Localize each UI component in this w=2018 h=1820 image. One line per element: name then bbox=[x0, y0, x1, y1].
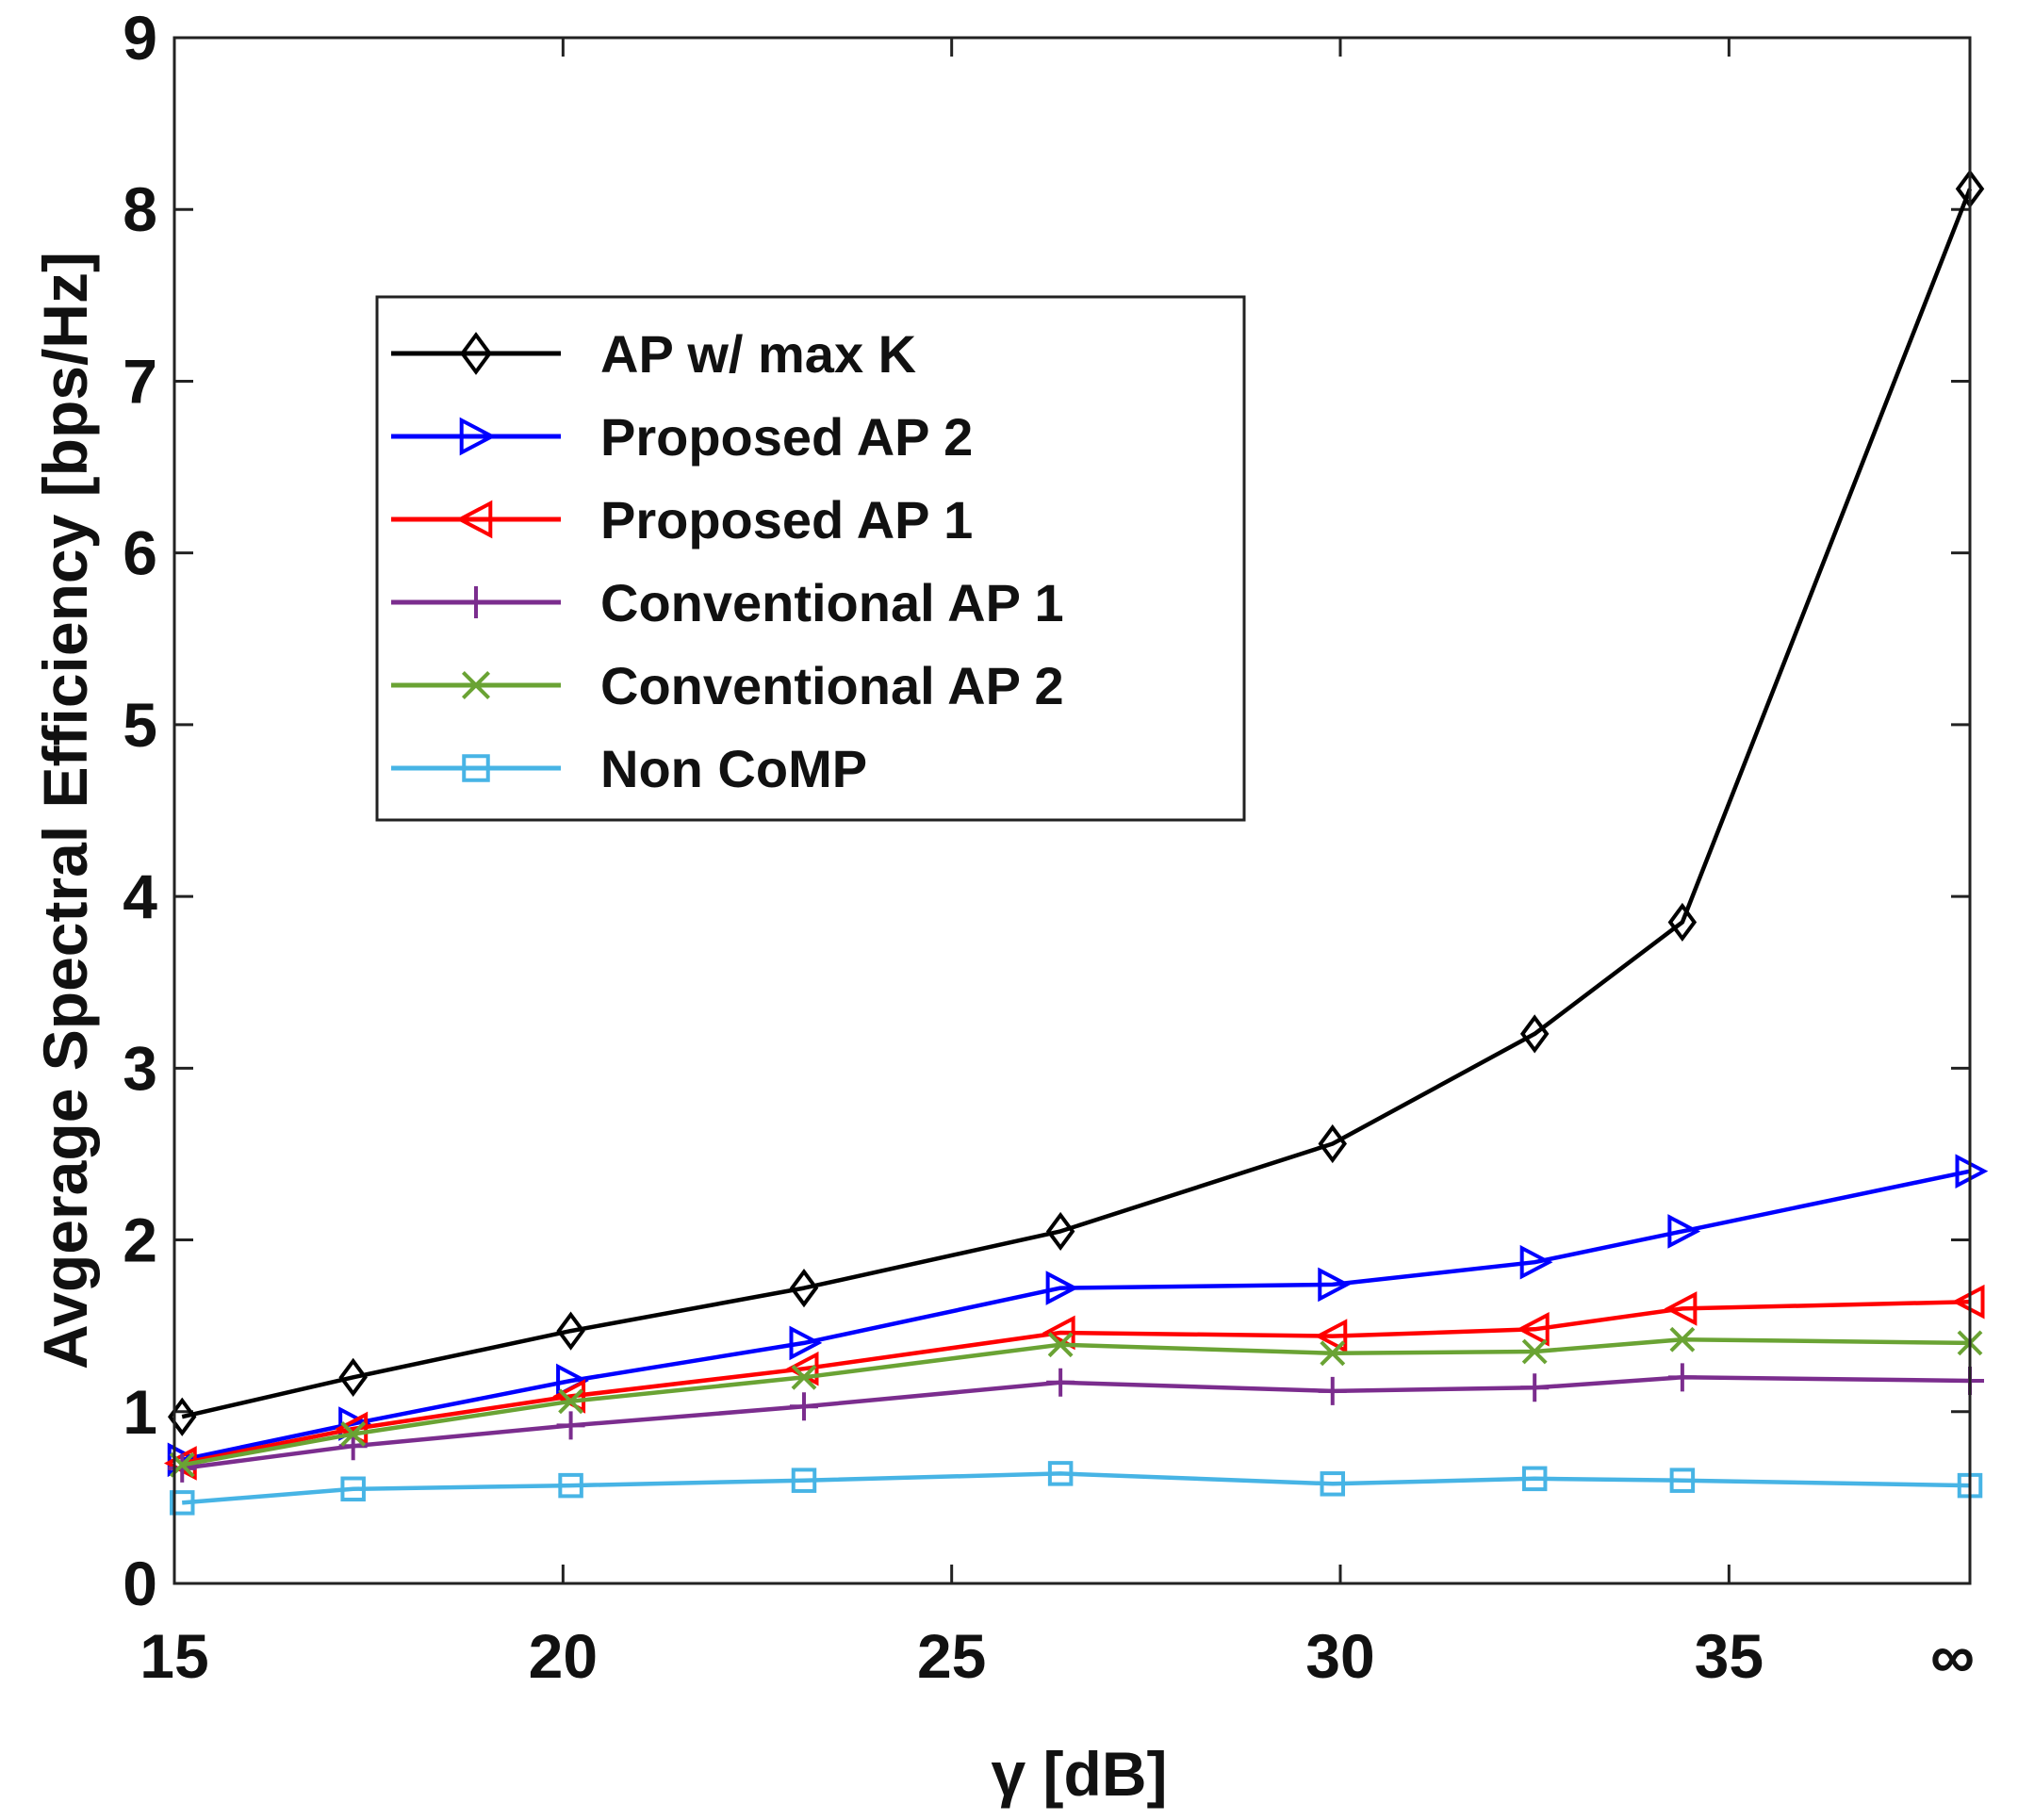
series-ap-w-max-k bbox=[168, 169, 1985, 1436]
data-point-diamond bbox=[1667, 902, 1698, 943]
data-point-triangle-right bbox=[1667, 1214, 1701, 1249]
data-point-triangle-right bbox=[1045, 1271, 1079, 1305]
data-point-triangle-left bbox=[1516, 1311, 1550, 1347]
data-point-square bbox=[1320, 1471, 1346, 1497]
data-point-square bbox=[1669, 1467, 1696, 1493]
series-line bbox=[181, 1299, 1971, 1466]
data-point-plus bbox=[789, 1392, 818, 1421]
series-line bbox=[181, 188, 1973, 1419]
series-layer bbox=[163, 169, 1989, 1516]
x-axis-title: γ [dB] bbox=[992, 1739, 1168, 1809]
y-tick-label: 5 bbox=[123, 690, 157, 760]
x-tick-label: 15 bbox=[139, 1621, 208, 1691]
data-point-x bbox=[1521, 1338, 1548, 1365]
legend-item: AP w/ max K bbox=[391, 324, 916, 384]
data-point-triangle-right bbox=[789, 1325, 823, 1361]
y-tick-label: 4 bbox=[123, 861, 157, 931]
y-tick-label: 1 bbox=[123, 1377, 157, 1447]
data-point-triangle-right bbox=[459, 417, 497, 456]
data-point-diamond bbox=[460, 332, 492, 375]
x-tick-label: 25 bbox=[917, 1621, 986, 1691]
data-point-square bbox=[340, 1476, 366, 1502]
data-point-x bbox=[1047, 1332, 1074, 1358]
x-tick-label: 30 bbox=[1305, 1621, 1374, 1691]
data-point-plus bbox=[1520, 1373, 1550, 1402]
legend-item: Non CoMP bbox=[391, 739, 867, 798]
legend-label: Proposed AP 2 bbox=[600, 407, 973, 467]
data-point-x bbox=[1669, 1326, 1696, 1353]
y-tick-label: 6 bbox=[123, 518, 157, 588]
legend-label: Non CoMP bbox=[600, 739, 867, 798]
data-point-square bbox=[1521, 1466, 1548, 1492]
data-point-x bbox=[791, 1364, 817, 1390]
series-line bbox=[181, 1169, 1971, 1463]
data-point-plus bbox=[556, 1411, 585, 1440]
data-point-plus bbox=[1046, 1368, 1075, 1397]
legend-item: Proposed AP 2 bbox=[391, 407, 973, 467]
data-point-triangle-right bbox=[1519, 1244, 1553, 1280]
series-conventional-ap-2 bbox=[169, 1326, 1983, 1478]
x-tick-label: ∞ bbox=[1930, 1621, 1975, 1691]
series-non-comp bbox=[169, 1461, 1983, 1516]
legend-label: Conventional AP 2 bbox=[600, 656, 1064, 715]
data-point-x bbox=[558, 1388, 583, 1415]
data-point-square bbox=[169, 1490, 195, 1516]
y-tick-label: 0 bbox=[123, 1549, 157, 1618]
tick-labels: 15 20 25 30 35 ∞ 0 1 2 3 4 5 6 7 8 9 bbox=[123, 3, 1975, 1691]
data-point-square bbox=[1047, 1461, 1074, 1486]
plot-frame bbox=[172, 36, 1972, 1585]
y-tick-label: 8 bbox=[123, 174, 157, 244]
y-tick-label: 9 bbox=[123, 3, 157, 73]
legend: AP w/ max K Proposed AP 2 Proposed AP 1 Con… bbox=[375, 295, 1246, 822]
data-point-plus bbox=[460, 586, 492, 618]
legend-item: Conventional AP 1 bbox=[391, 573, 1064, 632]
legend-box bbox=[375, 295, 1246, 822]
data-point-diamond bbox=[556, 1311, 585, 1351]
data-point-triangle-right bbox=[1318, 1267, 1352, 1303]
data-point-diamond bbox=[338, 1357, 368, 1397]
data-point-triangle-left bbox=[1314, 1319, 1348, 1353]
legend-label: Proposed AP 1 bbox=[600, 490, 973, 549]
y-tick-label: 2 bbox=[123, 1205, 157, 1275]
y-tick-label: 7 bbox=[123, 346, 157, 416]
y-axis-title: Avgerage Spectral Efficiency [bps/Hz] bbox=[30, 252, 100, 1369]
data-point-triangle-left bbox=[1042, 1315, 1075, 1351]
data-point-x bbox=[461, 670, 491, 700]
data-point-triangle-left bbox=[455, 500, 493, 539]
data-point-square bbox=[462, 754, 490, 782]
data-point-diamond bbox=[1045, 1211, 1075, 1252]
data-point-diamond bbox=[789, 1268, 819, 1308]
legend-label: AP w/ max K bbox=[600, 324, 916, 384]
data-point-square bbox=[791, 1467, 817, 1493]
data-point-plus bbox=[1667, 1363, 1697, 1392]
data-point-x bbox=[1320, 1340, 1346, 1367]
data-point-plus bbox=[168, 1453, 197, 1483]
data-point-diamond bbox=[1519, 1014, 1550, 1054]
legend-label: Conventional AP 1 bbox=[600, 573, 1064, 632]
x-tick-label: 35 bbox=[1695, 1621, 1764, 1691]
data-point-square bbox=[558, 1472, 583, 1499]
legend-item: Proposed AP 1 bbox=[391, 490, 973, 549]
legend-item: Conventional AP 2 bbox=[391, 656, 1064, 715]
data-point-x bbox=[340, 1421, 367, 1447]
y-tick-label: 3 bbox=[123, 1033, 157, 1103]
series-line bbox=[182, 1471, 1971, 1505]
data-point-triangle-left bbox=[1664, 1291, 1698, 1326]
data-point-plus bbox=[1318, 1376, 1347, 1405]
data-point-diamond bbox=[1318, 1123, 1348, 1164]
x-tick-label: 20 bbox=[529, 1621, 598, 1691]
